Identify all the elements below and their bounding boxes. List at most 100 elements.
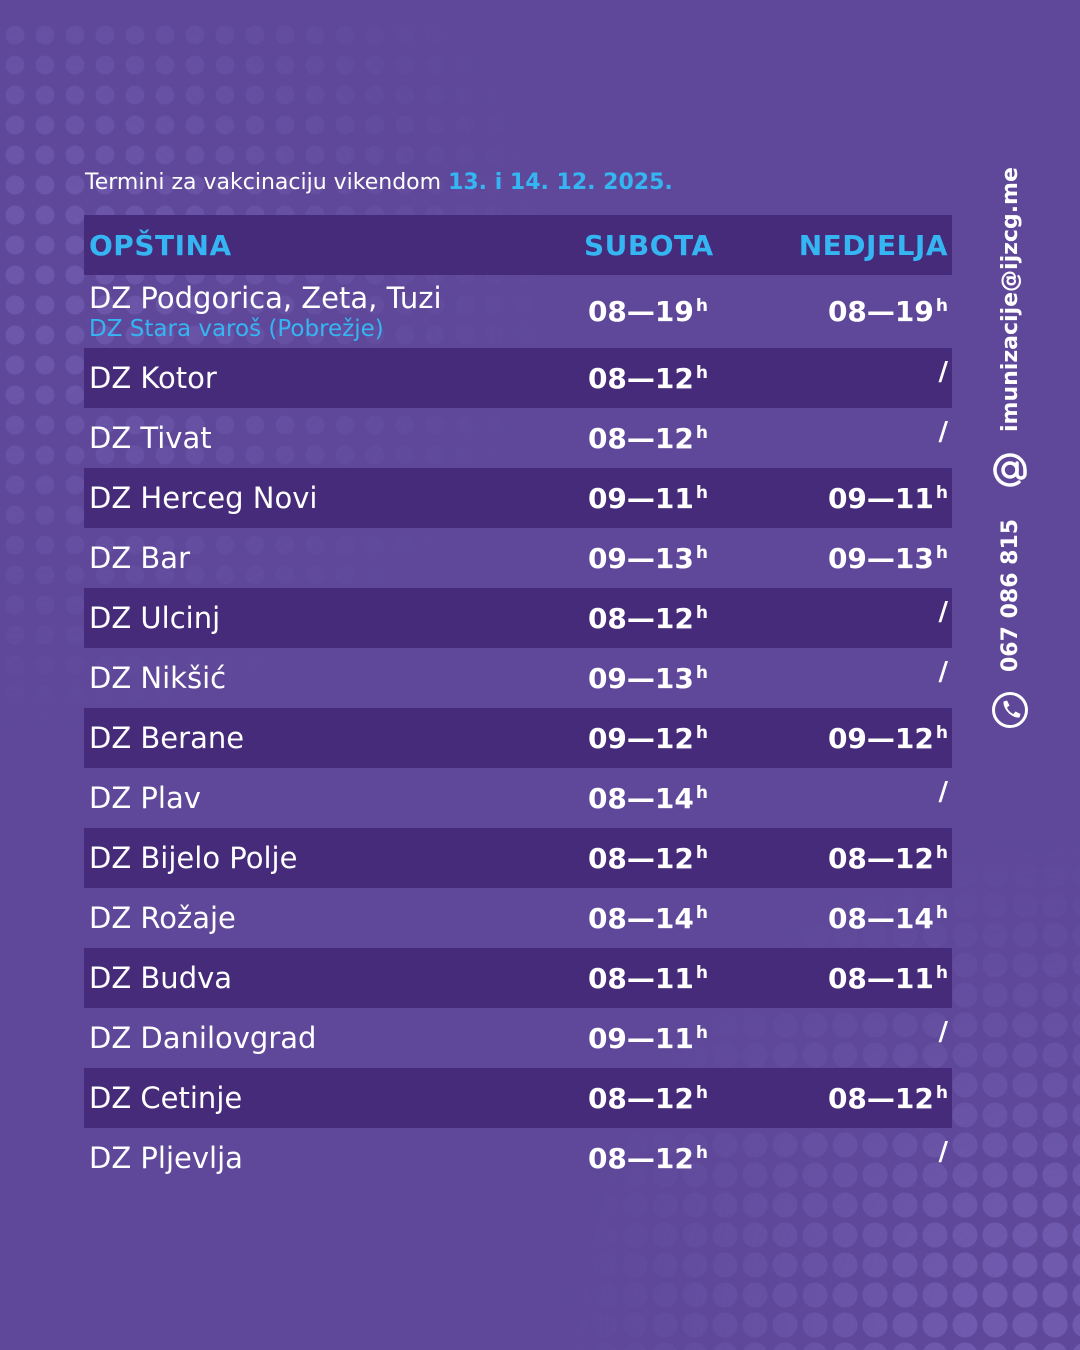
cell-subota: 08—14 h <box>584 902 708 935</box>
phone-icon <box>992 692 1028 728</box>
hour-suffix: h <box>695 722 708 743</box>
health-center-name: DZ Bar <box>89 541 191 575</box>
closed-marker: / <box>938 417 949 447</box>
time-range: 08—12 h <box>588 1082 708 1115</box>
hour-suffix: h <box>935 542 948 563</box>
time-range: 08—12 h <box>588 842 708 875</box>
time-range-value: 09—12 <box>587 721 694 755</box>
header-nedjelja: NEDJELJA <box>798 228 948 262</box>
schedule-table: OPŠTINA SUBOTA NEDJELJA DZ Podgorica, Ze… <box>84 215 952 1188</box>
time-range: 09—13 h <box>588 662 708 695</box>
table-body: DZ Podgorica, Zeta, Tuzi DZ Stara varoš (… <box>84 275 952 1188</box>
time-range-value: 08—19 <box>827 295 934 328</box>
hour-suffix: h <box>935 962 948 983</box>
hour-suffix: h <box>695 482 708 503</box>
health-center-name: DZ Bijelo Polje <box>89 841 298 875</box>
cell-nedjelja: 08—12 h <box>708 842 952 875</box>
hour-suffix: h <box>935 722 948 743</box>
cell-opstina: DZ Cetinje <box>84 1081 584 1115</box>
health-center-name: DZ Tivat <box>89 421 212 455</box>
hour-suffix: h <box>695 362 708 383</box>
cell-subota: 09—11 h <box>584 1022 708 1055</box>
time-range: 09—13 h <box>588 542 708 575</box>
cell-subota: 09—12 h <box>584 722 708 755</box>
closed-marker: / <box>938 1137 949 1167</box>
cell-nedjelja: 08—19 h <box>708 295 952 328</box>
time-range: 08—12 h <box>588 1142 708 1175</box>
cell-nedjelja: / <box>708 417 952 453</box>
time-range: 08—12 h <box>588 362 708 395</box>
time-range: 08—19 h <box>588 295 708 328</box>
table-row: DZ Danilovgrad 09—11 h / <box>84 1008 952 1068</box>
hour-suffix: h <box>695 842 708 863</box>
hour-suffix: h <box>695 1142 708 1163</box>
table-row: DZ Pljevlja 08—12 h / <box>84 1128 952 1188</box>
at-sign-icon <box>993 453 1027 487</box>
health-center-name: DZ Pljevlja <box>89 1141 243 1175</box>
time-range: 08—12 h <box>828 1082 948 1115</box>
table-row: DZ Berane 09—12 h 09—12 h <box>84 708 952 768</box>
time-range-value: 08—12 <box>827 841 934 875</box>
table-row: DZ Podgorica, Zeta, Tuzi DZ Stara varoš (… <box>84 275 952 348</box>
table-row: DZ Bijelo Polje 08—12 h 08—12 h <box>84 828 952 888</box>
time-range: 08—19 h <box>828 295 948 328</box>
health-center-subname: DZ Stara varoš (Pobrežje) <box>89 316 384 342</box>
table-row: DZ Cetinje 08—12 h 08—12 h <box>84 1068 952 1128</box>
cell-nedjelja: / <box>708 597 952 633</box>
time-range-value: 08—14 <box>827 901 934 935</box>
table-row: DZ Bar 09—13 h 09—13 h <box>84 528 952 588</box>
health-center-name: DZ Budva <box>89 961 233 995</box>
time-range: 08—12 h <box>588 422 708 455</box>
hour-suffix: h <box>935 902 948 923</box>
time-range: 08—14 h <box>588 782 708 815</box>
contact-email-wrap: imunizacije@ijzcg.me <box>988 167 1032 432</box>
table-row: DZ Herceg Novi 09—11 h 09—11 h <box>84 468 952 528</box>
cell-opstina: DZ Berane <box>84 721 584 755</box>
closed-marker: / <box>938 357 949 387</box>
cell-nedjelja: / <box>708 1017 952 1053</box>
time-range: 09—11 h <box>588 1022 708 1055</box>
time-range-value: 09—13 <box>587 541 694 575</box>
time-range-value: 08—14 <box>587 781 694 815</box>
intro-line: Termini za vakcinaciju vikendom 13. i 14… <box>85 170 673 195</box>
hour-suffix: h <box>695 602 708 623</box>
cell-opstina: DZ Plav <box>84 781 584 815</box>
time-range-value: 08—12 <box>587 841 694 875</box>
time-range: 08—11 h <box>828 962 948 995</box>
intro-date: 13. i 14. 12. 2025. <box>448 170 673 195</box>
time-range: 09—11 h <box>828 482 948 515</box>
table-row: DZ Kotor 08—12 h / <box>84 348 952 408</box>
closed-marker: / <box>938 1017 949 1047</box>
time-range: 08—12 h <box>828 842 948 875</box>
time-range-value: 08—19 <box>587 295 694 328</box>
health-center-name: DZ Kotor <box>89 361 217 395</box>
cell-opstina: DZ Kotor <box>84 361 584 395</box>
time-range-value: 08—12 <box>587 421 694 455</box>
cell-subota: 09—11 h <box>584 482 708 515</box>
cell-opstina: DZ Budva <box>84 961 584 995</box>
time-range-value: 09—11 <box>587 481 694 515</box>
cell-opstina: DZ Rožaje <box>84 901 584 935</box>
time-range-value: 08—12 <box>587 361 694 395</box>
cell-opstina: DZ Danilovgrad <box>84 1021 584 1055</box>
cell-subota: 08—12 h <box>584 422 708 455</box>
time-range: 08—12 h <box>588 602 708 635</box>
cell-opstina: DZ Ulcinj <box>84 601 584 635</box>
cell-nedjelja: 08—14 h <box>708 902 952 935</box>
cell-opstina: DZ Herceg Novi <box>84 481 584 515</box>
hour-suffix: h <box>935 482 948 503</box>
cell-subota: 08—12 h <box>584 1082 708 1115</box>
time-range-value: 08—14 <box>587 901 694 935</box>
closed-marker: / <box>938 657 949 687</box>
cell-nedjelja: / <box>708 357 952 393</box>
time-range: 09—12 h <box>588 722 708 755</box>
contact-phone: 067 086 815 <box>997 518 1023 672</box>
cell-nedjelja: 08—12 h <box>708 1082 952 1115</box>
cell-nedjelja: 09—12 h <box>708 722 952 755</box>
closed-marker: / <box>938 597 949 627</box>
cell-nedjelja: 08—11 h <box>708 962 952 995</box>
header-subota: SUBOTA <box>584 228 714 262</box>
health-center-name: DZ Rožaje <box>89 901 236 935</box>
health-center-name: DZ Ulcinj <box>89 601 221 635</box>
hour-suffix: h <box>935 296 948 316</box>
